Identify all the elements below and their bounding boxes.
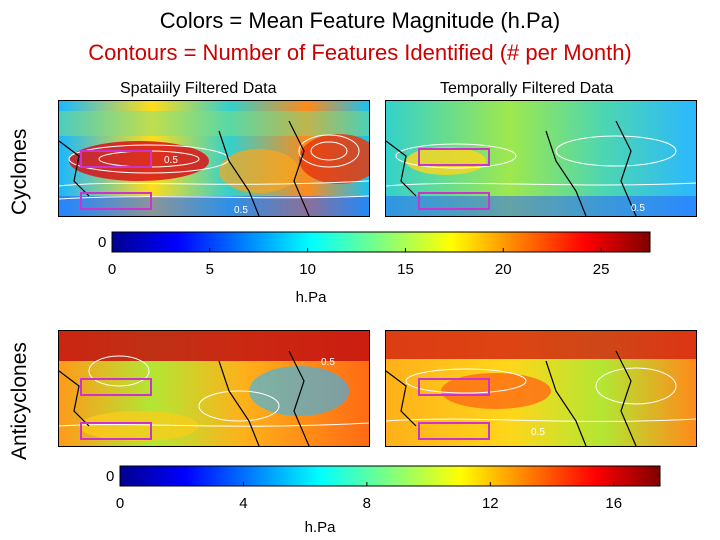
contour-label: 0.5 [164,155,178,166]
colorbar-zero-marker: 0 [106,468,114,485]
colorbar-tick-label: 16 [605,495,622,512]
colorbar-tick-label: 20 [495,261,512,278]
anticyclones-spatial-map: 0.5 [58,330,370,447]
colorbar-tick-label: 0 [108,261,116,278]
colorbar-gradient [119,465,661,487]
colorbar-tick-label: 8 [363,495,371,512]
colorbar-gradient [111,231,651,253]
colorbar-tick-label: 25 [593,261,610,278]
colorbar-tick-label: 5 [206,261,214,278]
colorbar-zero-marker: 0 [98,234,106,251]
panel-title-temporal: Temporally Filtered Data [440,80,614,97]
contour-label: 0.5 [321,357,335,368]
panel-title-spatial: Spataiily Filtered Data [120,80,277,97]
contour-label: 0.5 [234,205,248,216]
contour-label: 0.5 [531,427,545,438]
colorbar-tick-label: 12 [482,495,499,512]
anticyclones-colorbar: 00 4 8 12 16 h.Pa [106,465,661,536]
colorbar-tick-label: 10 [299,261,316,278]
colorbar-tick-label: 4 [239,495,247,512]
colorbar-unit-label: h.Pa [296,289,328,306]
cyclones-colorbar: 00 5 10 15 20 25 h.Pa [98,231,651,306]
cyclones-temporal-map: 0.5 [385,100,697,217]
row-label-anticyclones: Anticyclones [8,342,31,460]
anticyclones-temporal-map: 0.5 [385,330,697,447]
figure-title-line1: Colors = Mean Feature Magnitude (h.Pa) [159,8,561,33]
colorbar-unit-label: h.Pa [305,519,337,536]
figure-title-line2: Contours = Number of Features Identified… [88,40,632,65]
colorbar-tick-label: 0 [116,495,124,512]
colorbar-tick-label: 15 [397,261,414,278]
cyclones-spatial-map: 0.5 0.5 [58,100,370,217]
row-label-cyclones: Cyclones [8,128,31,215]
contour-label: 0.5 [631,203,645,214]
